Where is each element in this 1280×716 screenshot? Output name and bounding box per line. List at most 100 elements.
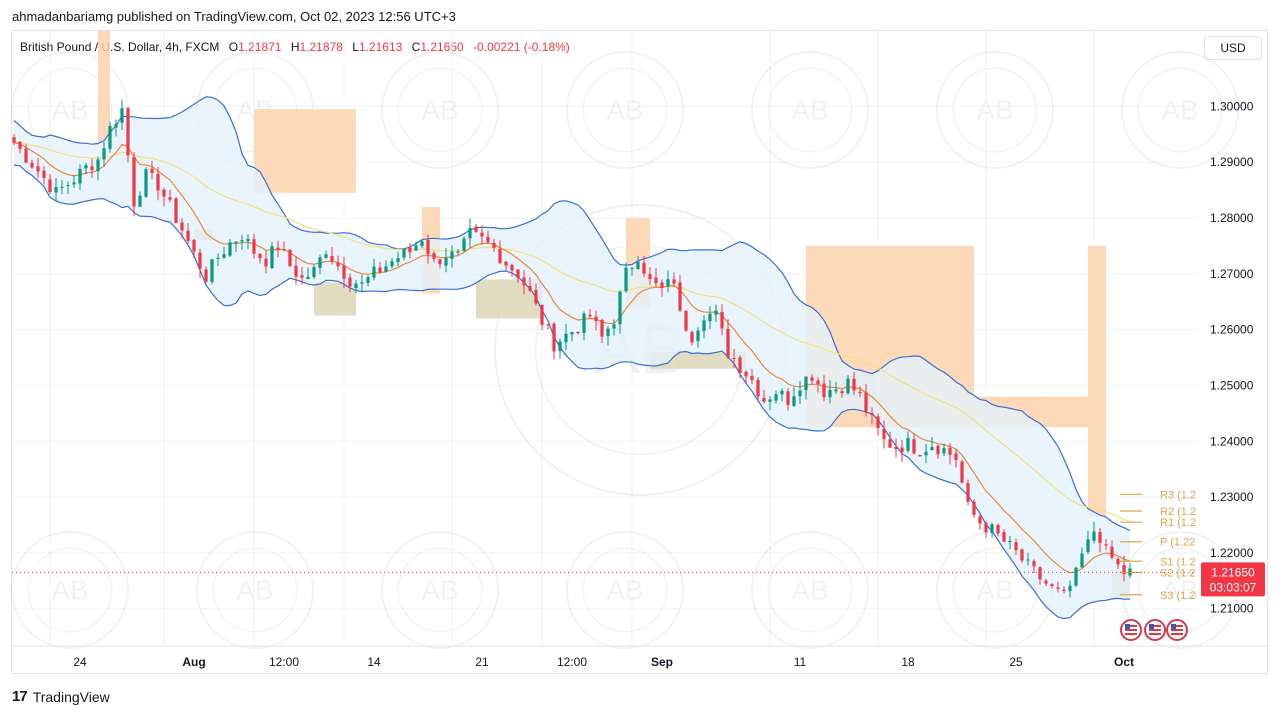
candle-body [990,524,994,533]
candle-body [180,222,184,231]
candle-body [264,258,268,267]
candle-body [378,267,382,273]
candle-body [738,357,742,373]
candle-body [876,416,880,429]
candle-body [618,291,622,325]
y-tick-label: 1.24000 [1210,434,1254,448]
watermark-seal: AB [381,531,499,649]
candle-body [252,239,256,254]
open-value: 1.21871 [238,40,282,54]
candle-body [432,253,436,259]
x-tick-label: 14 [367,655,381,669]
seal-outer-ring [11,531,129,649]
candle-body [498,248,502,264]
seal-inner-ring [397,547,483,633]
tradingview-footer: 17 TradingView [12,688,110,705]
seal-letters: AB [51,574,88,605]
candle-body [1104,544,1108,546]
tradingview-logo[interactable]: 17 [12,688,28,705]
candle-body [1086,539,1090,553]
candle-body [612,324,616,329]
candle-body [1014,542,1018,551]
candle-body [1110,546,1114,558]
candle-body [1074,567,1078,586]
currency-button[interactable]: USD [1204,36,1262,60]
candle-body [762,397,766,402]
candle-body [1056,587,1060,589]
candle-body [294,265,298,277]
flag-canton [1149,624,1154,629]
seal-inner-ring [1137,67,1223,153]
candle-body [384,266,388,272]
candle-body [1020,549,1024,561]
supply-zone [1088,245,1106,517]
seal-letters: AB [791,94,828,125]
candle-body [324,254,328,258]
publisher-caption: ahmadanbariamg published on TradingView.… [12,9,456,24]
flag-canton [1171,624,1176,629]
candle-body [1002,532,1006,542]
chart-frame [11,30,1268,674]
candle-body [924,451,928,456]
ema-slow-line [13,142,1131,523]
seal-letters: AB [421,574,458,605]
seal-letters: AB [791,574,828,605]
y-tick-label: 1.28000 [1210,211,1254,225]
candle-body [564,333,568,343]
candle-body [1062,589,1066,592]
candle-body [804,376,808,391]
candle-body [78,168,82,184]
flag-stripe [1171,629,1183,631]
candle-body [342,265,346,279]
candle-body [168,197,172,200]
seal-inner-ring [397,67,483,153]
close-value: 1.21650 [420,40,464,54]
candle-body [684,310,688,331]
candle-body [402,248,406,258]
seal-outer-ring [936,51,1054,169]
candle-body [162,189,166,197]
seal-letters: AB [606,574,643,605]
candle-body [486,236,490,243]
candle-body [792,396,796,406]
low-value: 1.21613 [358,40,403,54]
supply-zone [98,31,110,143]
seal-letters: AB [1161,574,1198,605]
candle-body [54,186,58,193]
candle-body [606,328,610,336]
candle-body [132,156,136,207]
candle-body [528,285,532,291]
candle-body [852,378,856,391]
pivot-label: S1 (1.2 [1160,556,1195,568]
candle-body [630,267,634,269]
candle-body [312,266,316,278]
flag-stripe [1125,625,1137,627]
candle-body [720,312,724,329]
candle-body [438,259,442,265]
bollinger-upper [13,96,1131,532]
candle-body [840,391,844,394]
seal-inner-ring [952,67,1038,153]
seal-inner-ring [767,547,853,633]
candle-body [234,241,238,244]
tradingview-brand[interactable]: TradingView [32,688,110,705]
us-flag-icon [1144,619,1166,641]
candle-body [774,394,778,401]
candle-body [126,108,130,156]
candle-body [570,331,574,335]
pivot-layer: R3 (1.2 R2 (1.2R1 (1.2 P (1.22 S1 (1.2S2 (1… [12,489,1265,641]
watermark-seal: AB [196,531,314,649]
symbol-title[interactable]: British Pound / U.S. Dollar, 4h, FXCM [20,40,220,54]
candle-body [84,165,88,169]
x-tick-label: 12:00 [269,655,299,669]
x-tick-label: Aug [182,655,205,669]
candle-body [240,240,244,242]
candle-body [36,166,40,172]
candle-body [450,251,454,259]
seal-inner-ring [582,67,668,153]
candle-body [648,274,652,279]
seal-outer-ring [381,51,499,169]
candle-body [870,413,874,416]
x-tick-label: Oct [1114,655,1134,669]
